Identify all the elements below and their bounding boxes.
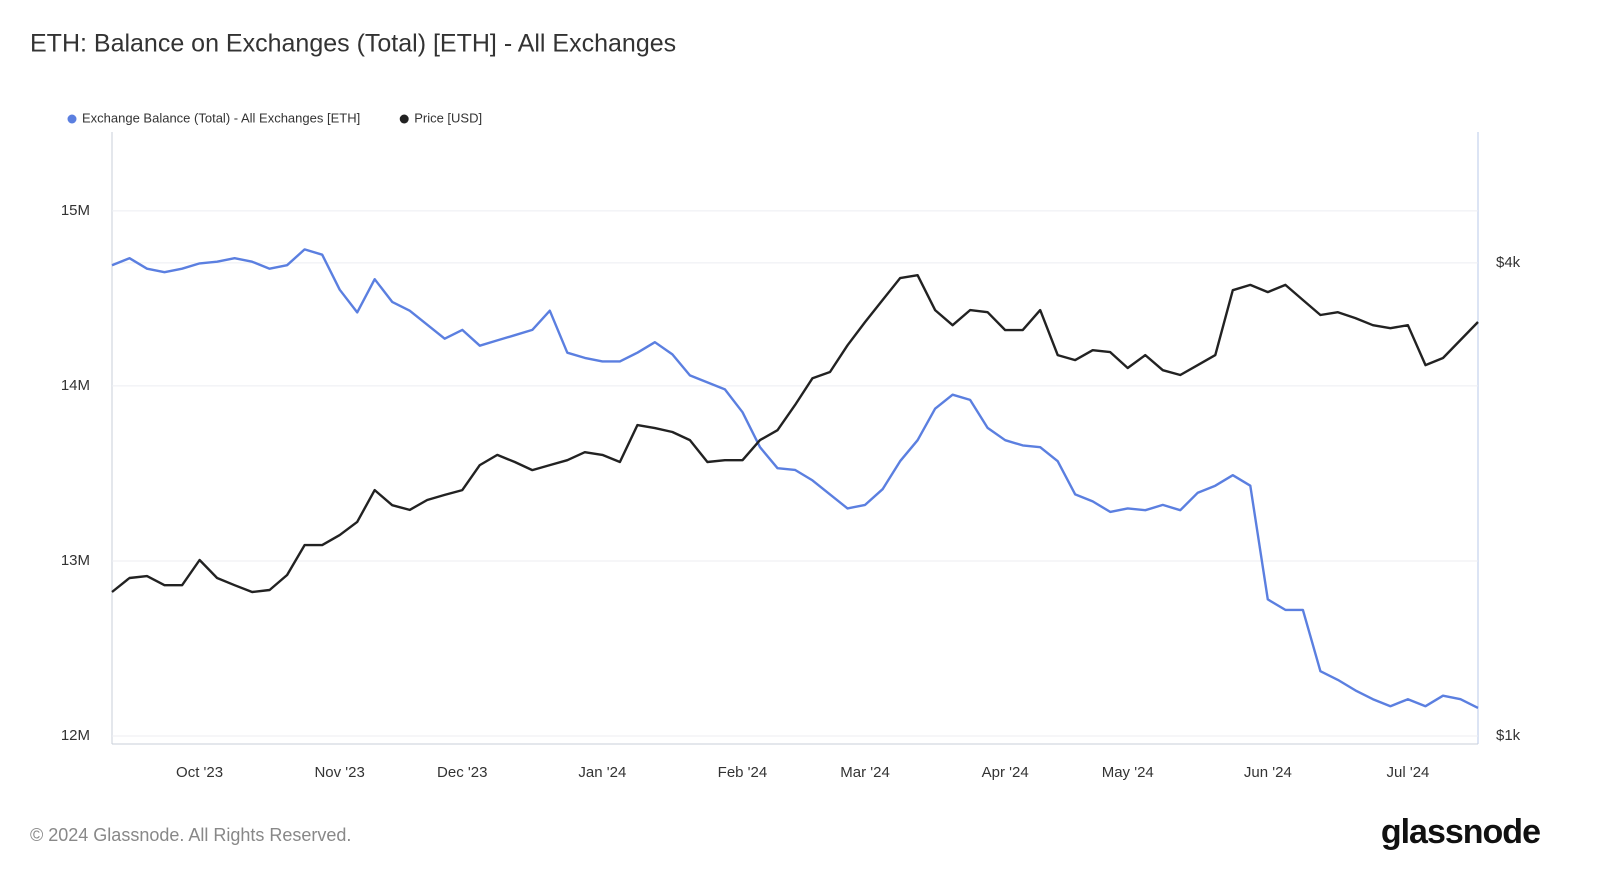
x-tick-label: Jun '24: [1244, 764, 1292, 781]
legend-label: Price [USD]: [414, 110, 482, 125]
chart-title: ETH: Balance on Exchanges (Total) [ETH] …: [30, 30, 676, 58]
y-tick-label: 14M: [61, 377, 90, 394]
x-tick-label: Jul '24: [1387, 764, 1430, 781]
y-tick-label: 12M: [61, 727, 90, 744]
y-tick-label: 13M: [61, 552, 90, 569]
x-tick-label: Oct '23: [176, 764, 223, 781]
x-tick-label: Jan '24: [578, 764, 626, 781]
legend-marker: [399, 114, 409, 124]
data-line: [111, 248, 1479, 709]
x-tick-label: Apr '24: [982, 764, 1029, 781]
data-line: [111, 274, 1479, 594]
legend-label: Exchange Balance (Total) - All Exchanges…: [82, 110, 360, 125]
y2-tick-label: $4k: [1496, 254, 1521, 271]
x-tick-label: Feb '24: [718, 764, 768, 781]
logo: glassnode: [1381, 813, 1540, 851]
x-tick-label: Mar '24: [840, 764, 890, 781]
y-tick-label: 15M: [61, 202, 90, 219]
y2-tick-label: $1k: [1496, 727, 1521, 744]
copyright: © 2024 Glassnode. All Rights Reserved.: [30, 825, 351, 845]
legend-marker: [67, 114, 77, 124]
x-tick-label: Nov '23: [314, 764, 364, 781]
x-tick-label: May '24: [1102, 764, 1154, 781]
x-tick-label: Dec '23: [437, 764, 487, 781]
